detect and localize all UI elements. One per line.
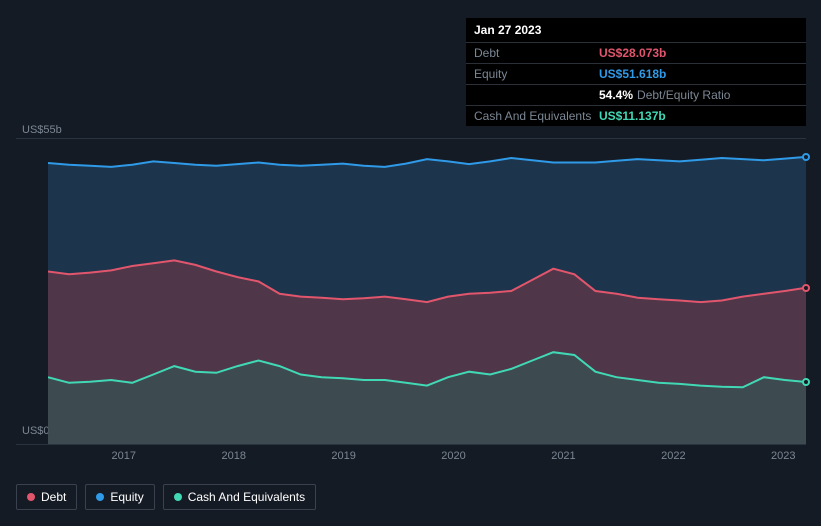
legend-item[interactable]: Equity: [85, 484, 154, 510]
legend-item[interactable]: Debt: [16, 484, 77, 510]
x-axis-label: 2022: [661, 450, 685, 462]
tooltip-label: Debt: [474, 47, 599, 59]
series-end-marker: [802, 378, 810, 386]
gridline: [16, 444, 806, 445]
area-chart[interactable]: [48, 138, 806, 444]
tooltip-date: Jan 27 2023: [466, 18, 806, 43]
legend-label: Debt: [41, 490, 66, 504]
chart-tooltip: Jan 27 2023 Debt US$28.073b Equity US$51…: [466, 18, 806, 126]
y-axis-label-top: US$55b: [22, 124, 62, 136]
tooltip-value: US$51.618b: [599, 68, 666, 80]
legend-dot-icon: [27, 493, 35, 501]
x-axis-label: 2018: [221, 450, 245, 462]
legend-label: Cash And Equivalents: [188, 490, 305, 504]
legend-item[interactable]: Cash And Equivalents: [163, 484, 316, 510]
series-end-marker: [802, 284, 810, 292]
tooltip-row-equity: Equity US$51.618b: [466, 64, 806, 85]
legend: Debt Equity Cash And Equivalents: [16, 484, 316, 510]
x-axis: 2017 2018 2019 2020 2021 2022 2023: [48, 450, 806, 466]
legend-label: Equity: [110, 490, 143, 504]
x-axis-label: 2021: [551, 450, 575, 462]
tooltip-label: Cash And Equivalents: [474, 110, 599, 122]
x-axis-label: 2020: [441, 450, 465, 462]
tooltip-ratio-pct: 54.4%: [599, 89, 633, 101]
series-end-marker: [802, 153, 810, 161]
x-axis-label: 2019: [331, 450, 355, 462]
y-axis-label-bottom: US$0: [22, 425, 50, 437]
x-axis-label: 2023: [771, 450, 795, 462]
tooltip-value: US$11.137b: [599, 110, 666, 122]
x-axis-label: 2017: [112, 450, 136, 462]
tooltip-row-cash: Cash And Equivalents US$11.137b: [466, 106, 806, 126]
tooltip-ratio-label: Debt/Equity Ratio: [637, 89, 730, 101]
tooltip-row-ratio: 54.4% Debt/Equity Ratio: [466, 85, 806, 106]
legend-dot-icon: [96, 493, 104, 501]
tooltip-row-debt: Debt US$28.073b: [466, 43, 806, 64]
tooltip-label: Equity: [474, 68, 599, 80]
legend-dot-icon: [174, 493, 182, 501]
tooltip-value: US$28.073b: [599, 47, 666, 59]
